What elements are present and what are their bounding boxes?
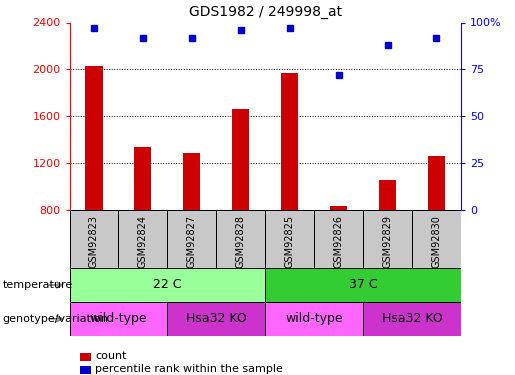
Bar <box>134 147 151 210</box>
Bar <box>265 268 461 302</box>
Text: GSM92829: GSM92829 <box>383 214 392 268</box>
Text: 37 C: 37 C <box>349 279 377 291</box>
Text: GSM92825: GSM92825 <box>285 214 295 268</box>
Bar <box>428 156 445 210</box>
Bar <box>85 66 102 210</box>
Bar <box>363 302 461 336</box>
Bar <box>70 302 167 336</box>
Bar <box>314 210 363 268</box>
Bar <box>216 210 265 268</box>
Bar <box>330 207 347 210</box>
Bar <box>232 109 249 210</box>
Text: percentile rank within the sample: percentile rank within the sample <box>95 364 283 374</box>
Bar <box>363 210 412 268</box>
Text: wild-type: wild-type <box>90 312 147 325</box>
Bar <box>265 210 314 268</box>
Text: count: count <box>95 351 127 361</box>
Text: 22 C: 22 C <box>153 279 182 291</box>
Bar <box>167 302 265 336</box>
Bar <box>70 210 118 268</box>
Bar <box>183 153 200 210</box>
Text: genotype/variation: genotype/variation <box>3 314 109 324</box>
Text: GSM92830: GSM92830 <box>432 214 441 267</box>
Bar <box>265 302 363 336</box>
Text: GSM92823: GSM92823 <box>89 214 99 268</box>
Bar <box>379 180 396 210</box>
Bar <box>412 210 461 268</box>
Text: GSM92824: GSM92824 <box>138 214 148 268</box>
Bar <box>167 210 216 268</box>
Bar <box>118 210 167 268</box>
Bar <box>70 268 265 302</box>
Text: wild-type: wild-type <box>285 312 343 325</box>
Text: GSM92827: GSM92827 <box>187 214 197 268</box>
Text: GSM92828: GSM92828 <box>236 214 246 268</box>
Text: temperature: temperature <box>3 280 73 290</box>
Text: Hsa32 KO: Hsa32 KO <box>186 312 247 325</box>
Text: Hsa32 KO: Hsa32 KO <box>382 312 442 325</box>
Bar <box>281 73 298 210</box>
Title: GDS1982 / 249998_at: GDS1982 / 249998_at <box>188 5 342 19</box>
Text: GSM92826: GSM92826 <box>334 214 344 268</box>
